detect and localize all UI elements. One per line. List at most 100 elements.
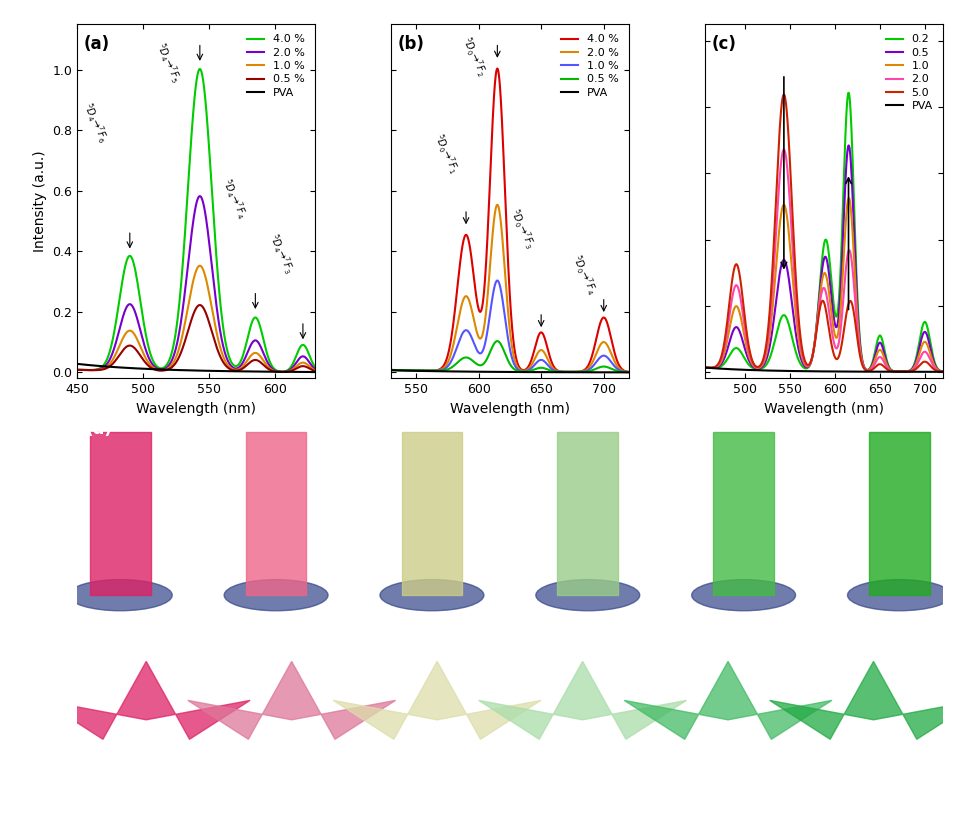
X-axis label: Wavelength (nm): Wavelength (nm) xyxy=(450,402,569,416)
4.0 % xyxy=(277,367,288,377)
2.0 xyxy=(879,360,891,370)
Line: 0.5 %: 0.5 % xyxy=(390,341,628,372)
2.0 % xyxy=(523,363,534,373)
PVA xyxy=(252,366,263,376)
1.0 xyxy=(903,366,915,376)
0.5 % xyxy=(86,365,97,375)
4.0 % xyxy=(215,310,227,320)
Bar xyxy=(556,431,617,595)
PVA xyxy=(843,366,854,376)
PVA xyxy=(215,366,227,376)
2.0 % xyxy=(623,367,634,377)
0.5 % xyxy=(536,363,548,373)
Text: $^5D_0\!\rightarrow\!^7F_1$: $^5D_0\!\rightarrow\!^7F_1$ xyxy=(430,131,461,176)
0.2 xyxy=(699,363,710,373)
5.0 xyxy=(837,330,849,339)
2.0 % xyxy=(194,191,206,201)
Legend: 4.0 %, 2.0 %, 1.0 %, 0.5 %, PVA: 4.0 %, 2.0 %, 1.0 %, 0.5 %, PVA xyxy=(556,30,623,103)
1.0 xyxy=(843,195,854,204)
1.0 % xyxy=(194,260,206,270)
Text: $^5D_0\!\rightarrow\!^7F_3$: $^5D_0\!\rightarrow\!^7F_3$ xyxy=(505,207,537,252)
0.5 % xyxy=(400,365,411,375)
Polygon shape xyxy=(187,662,395,739)
1.0 % xyxy=(536,356,548,365)
0.5 % xyxy=(276,367,287,377)
PVA xyxy=(836,366,848,376)
4.0 % xyxy=(536,329,548,339)
4.0 % xyxy=(523,360,534,370)
2.0 % xyxy=(308,364,320,374)
Text: (a): (a) xyxy=(84,35,111,53)
0.5 % xyxy=(565,367,577,377)
Line: PVA: PVA xyxy=(390,370,628,372)
0.5 xyxy=(936,366,948,376)
0.5 % xyxy=(215,354,227,364)
0.2 xyxy=(936,366,948,376)
1.0 xyxy=(850,302,862,312)
Text: (b): (b) xyxy=(398,35,425,53)
4.0 % xyxy=(194,64,206,74)
2.0 % xyxy=(252,337,263,347)
2.0 xyxy=(699,363,710,373)
1.0 % xyxy=(223,361,234,371)
4.0 % xyxy=(565,367,577,377)
PVA xyxy=(384,365,396,375)
1.0 % xyxy=(252,349,263,359)
Legend: 0.2, 0.5, 1.0, 2.0, 5.0, PVA: 0.2, 0.5, 1.0, 2.0, 5.0, PVA xyxy=(880,30,936,116)
1.0 % xyxy=(530,359,541,369)
0.5 xyxy=(836,232,848,242)
Line: 2.0 %: 2.0 % xyxy=(77,196,314,372)
Text: (c): (c) xyxy=(711,35,736,53)
0.5 xyxy=(842,141,853,151)
Line: 0.5 %: 0.5 % xyxy=(77,305,314,372)
2.0 % xyxy=(223,357,234,367)
Polygon shape xyxy=(42,662,250,739)
Text: (d): (d) xyxy=(86,420,112,438)
0.5 % xyxy=(252,356,263,365)
PVA xyxy=(623,367,634,377)
1.0 % xyxy=(400,365,411,375)
Line: 1.0: 1.0 xyxy=(704,198,942,371)
Line: 2.0 %: 2.0 % xyxy=(390,205,628,372)
Text: 1.0: 1.0 xyxy=(500,773,519,786)
0.5 xyxy=(699,363,710,373)
Text: c-LGdH:Eu
/PVA: c-LGdH:Eu /PVA xyxy=(94,623,153,644)
4.0 % xyxy=(223,351,234,361)
2.0 xyxy=(850,316,862,326)
1.0 % xyxy=(565,367,577,377)
1.0 % xyxy=(209,322,221,331)
1.0 % xyxy=(523,365,534,374)
0.5 % xyxy=(71,365,83,374)
Polygon shape xyxy=(769,662,961,739)
2.0 % xyxy=(86,365,97,375)
Ellipse shape xyxy=(847,580,950,610)
Ellipse shape xyxy=(68,580,172,610)
Line: 0.5: 0.5 xyxy=(704,146,942,371)
2.0 % xyxy=(590,349,602,359)
2.0 % xyxy=(491,200,503,210)
1.0 xyxy=(936,366,948,376)
0.5 xyxy=(903,365,915,375)
2.0 xyxy=(843,246,854,256)
2.0 xyxy=(903,366,915,376)
Text: $^5D_4\!\rightarrow\!^7F_6$: $^5D_4\!\rightarrow\!^7F_6$ xyxy=(79,101,111,146)
1.0 xyxy=(713,360,725,370)
1.0 % xyxy=(215,347,227,357)
Line: 4.0 %: 4.0 % xyxy=(390,68,628,372)
0.5 % xyxy=(209,339,221,348)
Text: c-LGdH:Tb
/PVA: c-LGdH:Tb /PVA xyxy=(858,764,916,786)
0.5 % xyxy=(277,367,288,377)
PVA xyxy=(536,367,548,377)
PVA xyxy=(936,367,948,377)
5.0 xyxy=(699,363,710,373)
1.0 xyxy=(699,363,710,373)
5.0 xyxy=(903,366,915,376)
4.0 % xyxy=(276,367,287,377)
PVA xyxy=(529,367,540,377)
PVA xyxy=(850,367,861,377)
4.0 % xyxy=(530,340,541,350)
4.0 % xyxy=(491,63,503,73)
PVA xyxy=(523,367,534,377)
Text: 0.5: 0.5 xyxy=(621,773,640,786)
2.0 % xyxy=(400,365,411,375)
